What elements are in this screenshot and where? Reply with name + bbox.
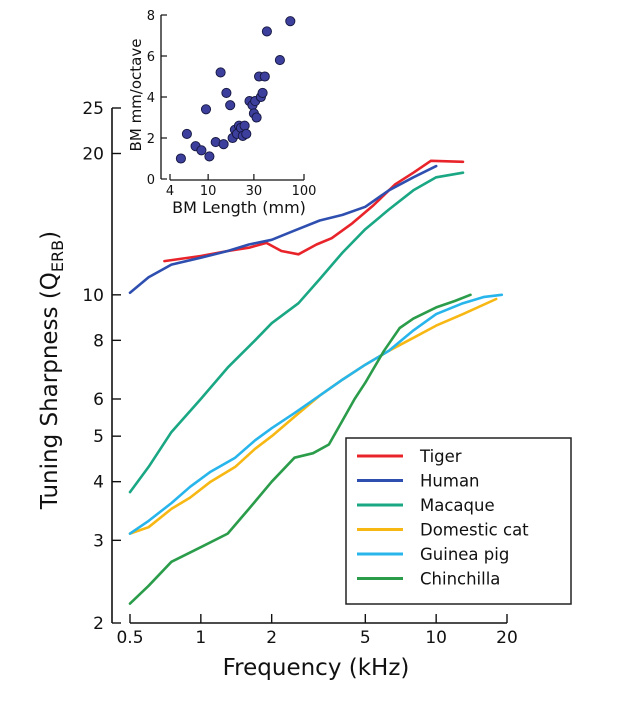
series-line-human xyxy=(128,164,438,295)
scatter-point xyxy=(274,55,285,66)
series-line-chinchilla xyxy=(128,293,472,605)
main-y-tick-label: 6 xyxy=(93,390,104,410)
main-y-axis-title-close: ) xyxy=(37,231,63,240)
inset-chart-axes: 4 10 30 100 0 2 4 6 8 xyxy=(147,9,317,199)
scatter-point xyxy=(241,128,252,139)
main-y-tick-label: 4 xyxy=(93,473,104,493)
main-y-tick-label: 8 xyxy=(93,331,104,351)
legend-label-human: Human xyxy=(420,472,480,491)
inset-y-tick-label: 4 xyxy=(147,91,155,106)
main-y-tick-label: 5 xyxy=(93,427,104,447)
legend-items: Tiger Human Macaque Domestic cat Guinea pig C… xyxy=(357,447,529,589)
legend-label-chinchilla: Chinchilla xyxy=(420,570,500,589)
scatter-point xyxy=(261,26,272,37)
legend-box xyxy=(345,437,572,605)
main-x-tick-label: 20 xyxy=(496,628,518,648)
inset-x-tick-label: 100 xyxy=(292,184,317,199)
main-x-axis-title: Frequency (kHz) xyxy=(223,655,410,681)
main-y-tick-label: 2 xyxy=(93,614,104,634)
scatter-point xyxy=(221,87,232,98)
inset-x-tick-label: 4 xyxy=(166,184,174,199)
scatter-point xyxy=(218,139,229,150)
scatter-point xyxy=(196,145,207,156)
main-x-tick-label: 5 xyxy=(360,628,371,648)
scatter-point xyxy=(200,104,212,115)
series-line-macaque xyxy=(128,171,465,494)
scatter-point xyxy=(285,16,296,27)
inset-x-tick-label: 30 xyxy=(246,184,263,199)
legend-label-tiger: Tiger xyxy=(419,447,462,466)
scatter-point xyxy=(181,128,192,139)
scatter-point xyxy=(225,100,236,111)
main-x-tick-label: 0.5 xyxy=(116,628,143,648)
main-y-axis-title: Tuning Sharpness (QERB) xyxy=(37,231,67,510)
main-y-axis-title-main: Tuning Sharpness (Q xyxy=(37,272,63,510)
scatter-point xyxy=(215,67,226,78)
scatter-point xyxy=(239,120,250,131)
main-y-tick-label: 3 xyxy=(93,531,104,551)
main-x-tick-label: 2 xyxy=(266,628,277,648)
series-line-domestic-cat xyxy=(128,297,498,535)
legend-label-domestic-cat: Domestic cat xyxy=(420,521,529,540)
scatter-point xyxy=(251,112,262,123)
series-line-guinea-pig xyxy=(128,293,504,535)
main-y-tick-label: 25 xyxy=(82,99,104,119)
inset-y-tick-label: 2 xyxy=(147,132,155,147)
legend-label-guinea-pig: Guinea pig xyxy=(420,545,509,564)
main-x-tick-label: 10 xyxy=(425,628,447,648)
main-chart-series xyxy=(128,159,504,605)
scatter-point xyxy=(204,151,215,162)
main-y-axis-title-subscript: ERB xyxy=(48,240,67,272)
inset-y-tick-label: 6 xyxy=(147,50,155,65)
inset-y-axis-title: BM mm/octave xyxy=(127,39,145,152)
inset-x-tick-label: 10 xyxy=(200,184,217,199)
main-y-tick-label: 20 xyxy=(82,144,104,164)
scatter-point xyxy=(257,87,268,98)
inset-y-tick-label: 0 xyxy=(147,173,155,188)
scatter-point xyxy=(259,71,270,82)
legend: Tiger Human Macaque Domestic cat Guinea pig C… xyxy=(345,437,572,605)
inset-y-tick-label: 8 xyxy=(147,9,155,24)
inset-chart-points xyxy=(175,16,296,164)
main-y-tick-label: 10 xyxy=(82,286,104,306)
main-x-tick-label: 1 xyxy=(195,628,206,648)
legend-label-macaque: Macaque xyxy=(420,496,495,515)
scatter-point xyxy=(175,153,186,164)
inset-x-axis-title: BM Length (mm) xyxy=(172,198,306,217)
